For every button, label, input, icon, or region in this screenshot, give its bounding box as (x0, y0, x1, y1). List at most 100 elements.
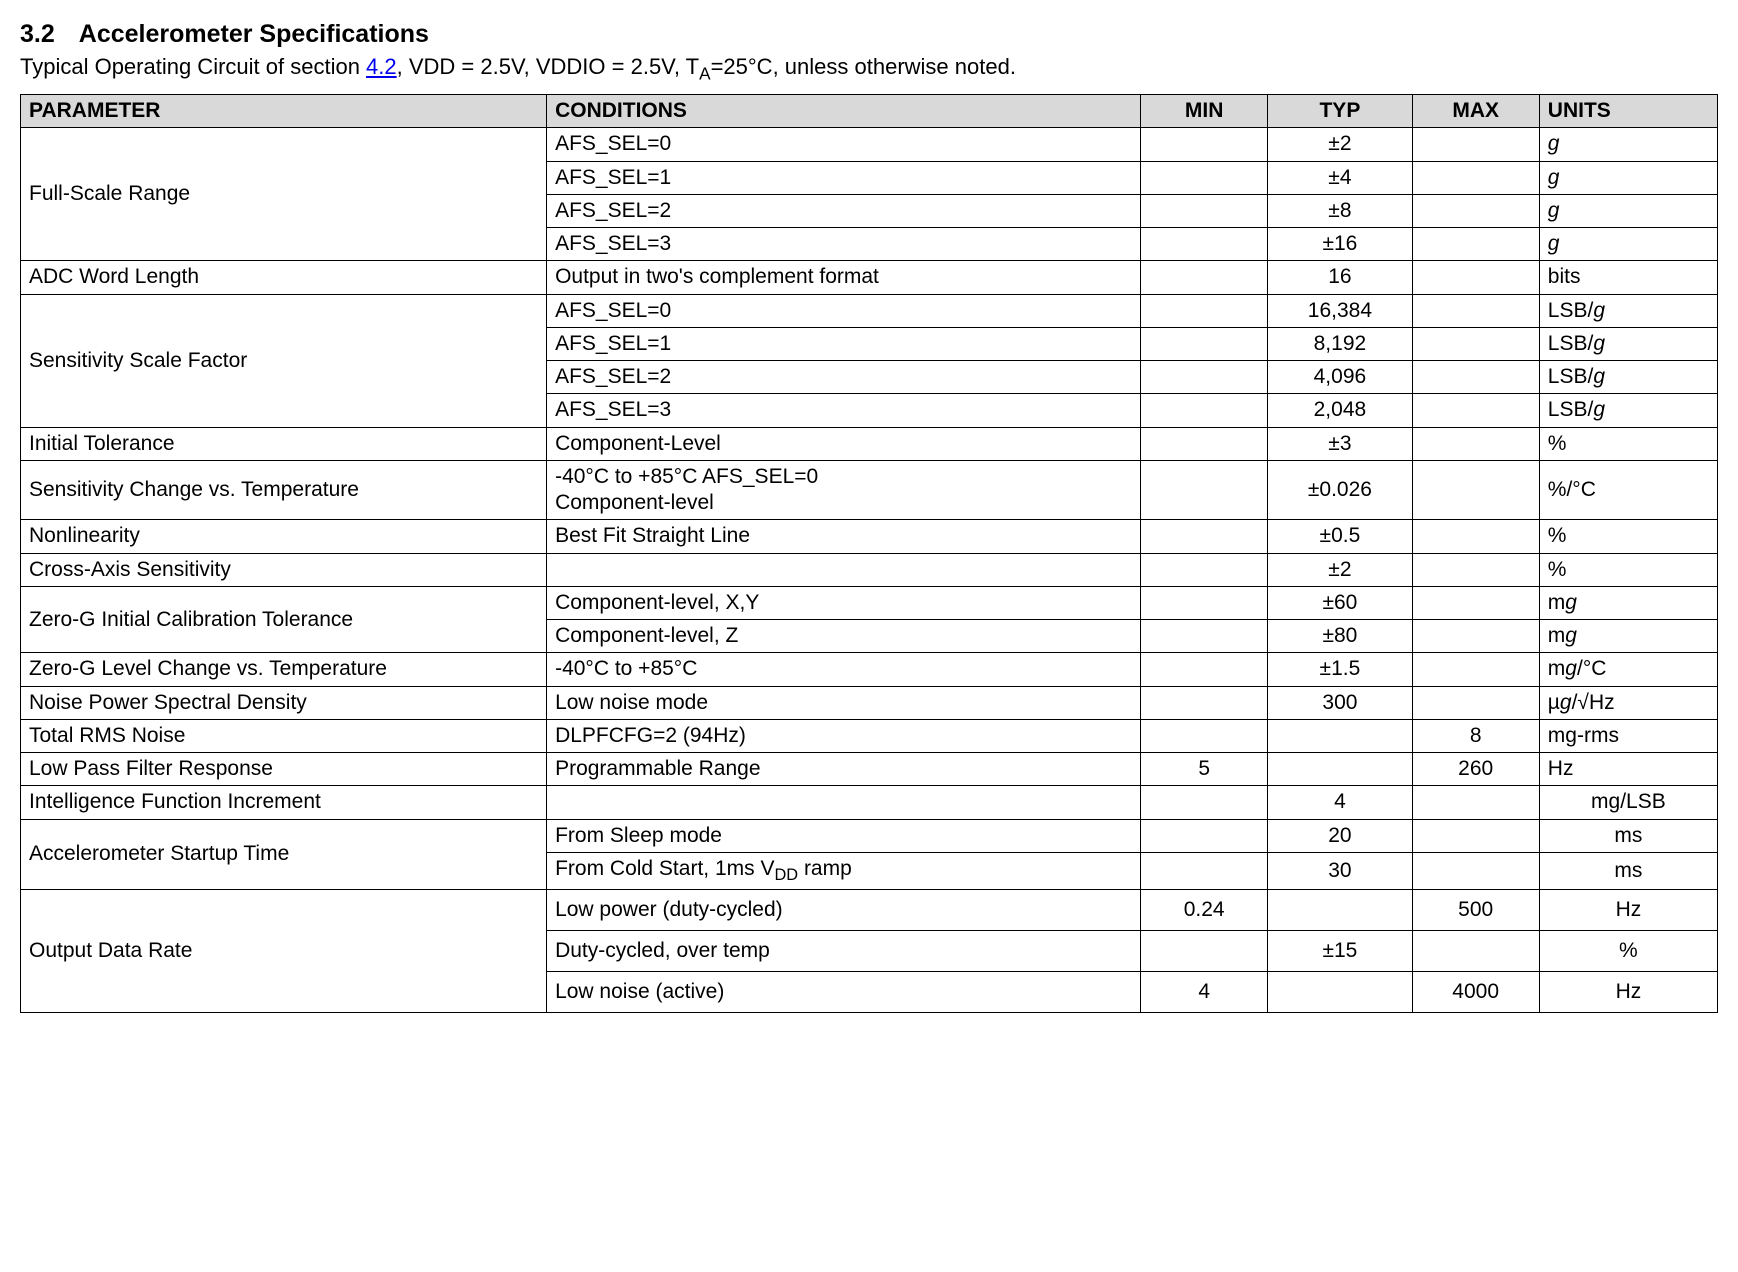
cell-conditions: AFS_SEL=2 (547, 194, 1141, 227)
table-row: Output Data RateLow power (duty-cycled)0… (21, 889, 1718, 930)
cell-units: % (1539, 427, 1717, 460)
cell-min: 5 (1141, 753, 1268, 786)
cell-parameter: Intelligence Function Increment (21, 786, 547, 819)
cell-units: g (1539, 161, 1717, 194)
table-row: Noise Power Spectral DensityLow noise mo… (21, 686, 1718, 719)
cell-typ (1268, 889, 1412, 930)
header-max: MAX (1412, 95, 1539, 128)
cell-units: ms (1539, 852, 1717, 889)
cell-typ: 20 (1268, 819, 1412, 852)
cell-typ: ±80 (1268, 620, 1412, 653)
header-parameter: PARAMETER (21, 95, 547, 128)
cell-min (1141, 261, 1268, 294)
cell-units: % (1539, 930, 1717, 971)
cell-conditions: Component-level, Z (547, 620, 1141, 653)
section-link[interactable]: 4.2 (366, 54, 397, 79)
cell-typ: 300 (1268, 686, 1412, 719)
cell-typ (1268, 972, 1412, 1013)
cell-units: mg (1539, 620, 1717, 653)
header-conditions: CONDITIONS (547, 95, 1141, 128)
cell-min (1141, 553, 1268, 586)
cell-min (1141, 653, 1268, 686)
section-number: 3.2 (20, 20, 55, 48)
cell-max (1412, 228, 1539, 261)
cell-parameter: Full-Scale Range (21, 128, 547, 261)
cell-parameter: Initial Tolerance (21, 427, 547, 460)
cell-units: ms (1539, 819, 1717, 852)
cell-parameter: Total RMS Noise (21, 719, 547, 752)
cell-units: LSB/g (1539, 361, 1717, 394)
table-header-row: PARAMETER CONDITIONS MIN TYP MAX UNITS (21, 95, 1718, 128)
cell-conditions: Low noise mode (547, 686, 1141, 719)
table-row: Cross-Axis Sensitivity±2% (21, 553, 1718, 586)
cell-typ: ±3 (1268, 427, 1412, 460)
intro-prefix: Typical Operating Circuit of section (20, 54, 366, 79)
cell-max: 4000 (1412, 972, 1539, 1013)
cell-conditions: From Cold Start, 1ms VDD ramp (547, 852, 1141, 889)
cell-units: mg/°C (1539, 653, 1717, 686)
cell-max (1412, 686, 1539, 719)
cell-max (1412, 586, 1539, 619)
table-row: Initial ToleranceComponent-Level ±3% (21, 427, 1718, 460)
cell-conditions: AFS_SEL=0 (547, 128, 1141, 161)
cell-min (1141, 161, 1268, 194)
intro-suffix: , VDD = 2.5V, VDDIO = 2.5V, T (397, 54, 699, 79)
cell-conditions: Best Fit Straight Line (547, 520, 1141, 553)
cell-min (1141, 620, 1268, 653)
cell-units: µg/√Hz (1539, 686, 1717, 719)
cell-conditions: -40°C to +85°C (547, 653, 1141, 686)
cell-typ: ±0.5 (1268, 520, 1412, 553)
cell-conditions: Low power (duty-cycled) (547, 889, 1141, 930)
cell-typ: 16,384 (1268, 294, 1412, 327)
cell-typ: 4 (1268, 786, 1412, 819)
cell-units: g (1539, 194, 1717, 227)
cell-min (1141, 686, 1268, 719)
cell-min (1141, 719, 1268, 752)
cell-min (1141, 394, 1268, 427)
cell-units: Hz (1539, 889, 1717, 930)
cell-max (1412, 786, 1539, 819)
cell-conditions: AFS_SEL=1 (547, 161, 1141, 194)
intro-ta-sub: A (699, 63, 710, 83)
cell-conditions: AFS_SEL=0 (547, 294, 1141, 327)
cell-min (1141, 819, 1268, 852)
cell-units: g (1539, 228, 1717, 261)
cell-parameter: Sensitivity Change vs. Temperature (21, 460, 547, 520)
table-row: Zero-G Level Change vs. Temperature-40°C… (21, 653, 1718, 686)
cell-max (1412, 161, 1539, 194)
table-row: Sensitivity Scale FactorAFS_SEL=016,384L… (21, 294, 1718, 327)
cell-max (1412, 819, 1539, 852)
cell-min (1141, 228, 1268, 261)
header-typ: TYP (1268, 95, 1412, 128)
cell-max (1412, 852, 1539, 889)
cell-max (1412, 128, 1539, 161)
cell-typ: 2,048 (1268, 394, 1412, 427)
cell-conditions: Component-Level (547, 427, 1141, 460)
cell-typ: 30 (1268, 852, 1412, 889)
table-row: NonlinearityBest Fit Straight Line±0.5% (21, 520, 1718, 553)
cell-conditions: AFS_SEL=3 (547, 228, 1141, 261)
table-row: Full-Scale RangeAFS_SEL=0±2g (21, 128, 1718, 161)
cell-conditions: AFS_SEL=2 (547, 361, 1141, 394)
cell-max (1412, 930, 1539, 971)
table-row: Low Pass Filter ResponseProgrammable Ran… (21, 753, 1718, 786)
cell-typ: ±2 (1268, 128, 1412, 161)
cell-max (1412, 427, 1539, 460)
cell-conditions: Low noise (active) (547, 972, 1141, 1013)
cell-units: mg/LSB (1539, 786, 1717, 819)
cell-units: % (1539, 553, 1717, 586)
section-title: Accelerometer Specifications (79, 20, 429, 48)
cell-parameter: Zero-G Initial Calibration Tolerance (21, 586, 547, 653)
cell-min (1141, 520, 1268, 553)
cell-max: 500 (1412, 889, 1539, 930)
cell-typ: ±8 (1268, 194, 1412, 227)
cell-parameter: Accelerometer Startup Time (21, 819, 547, 889)
cell-typ: ±0.026 (1268, 460, 1412, 520)
cell-max (1412, 553, 1539, 586)
cell-max (1412, 194, 1539, 227)
table-row: Sensitivity Change vs. Temperature-40°C … (21, 460, 1718, 520)
intro-text: Typical Operating Circuit of section 4.2… (20, 53, 1718, 85)
cell-parameter: Nonlinearity (21, 520, 547, 553)
table-row: Intelligence Function Increment 4 mg/LSB (21, 786, 1718, 819)
cell-max: 8 (1412, 719, 1539, 752)
